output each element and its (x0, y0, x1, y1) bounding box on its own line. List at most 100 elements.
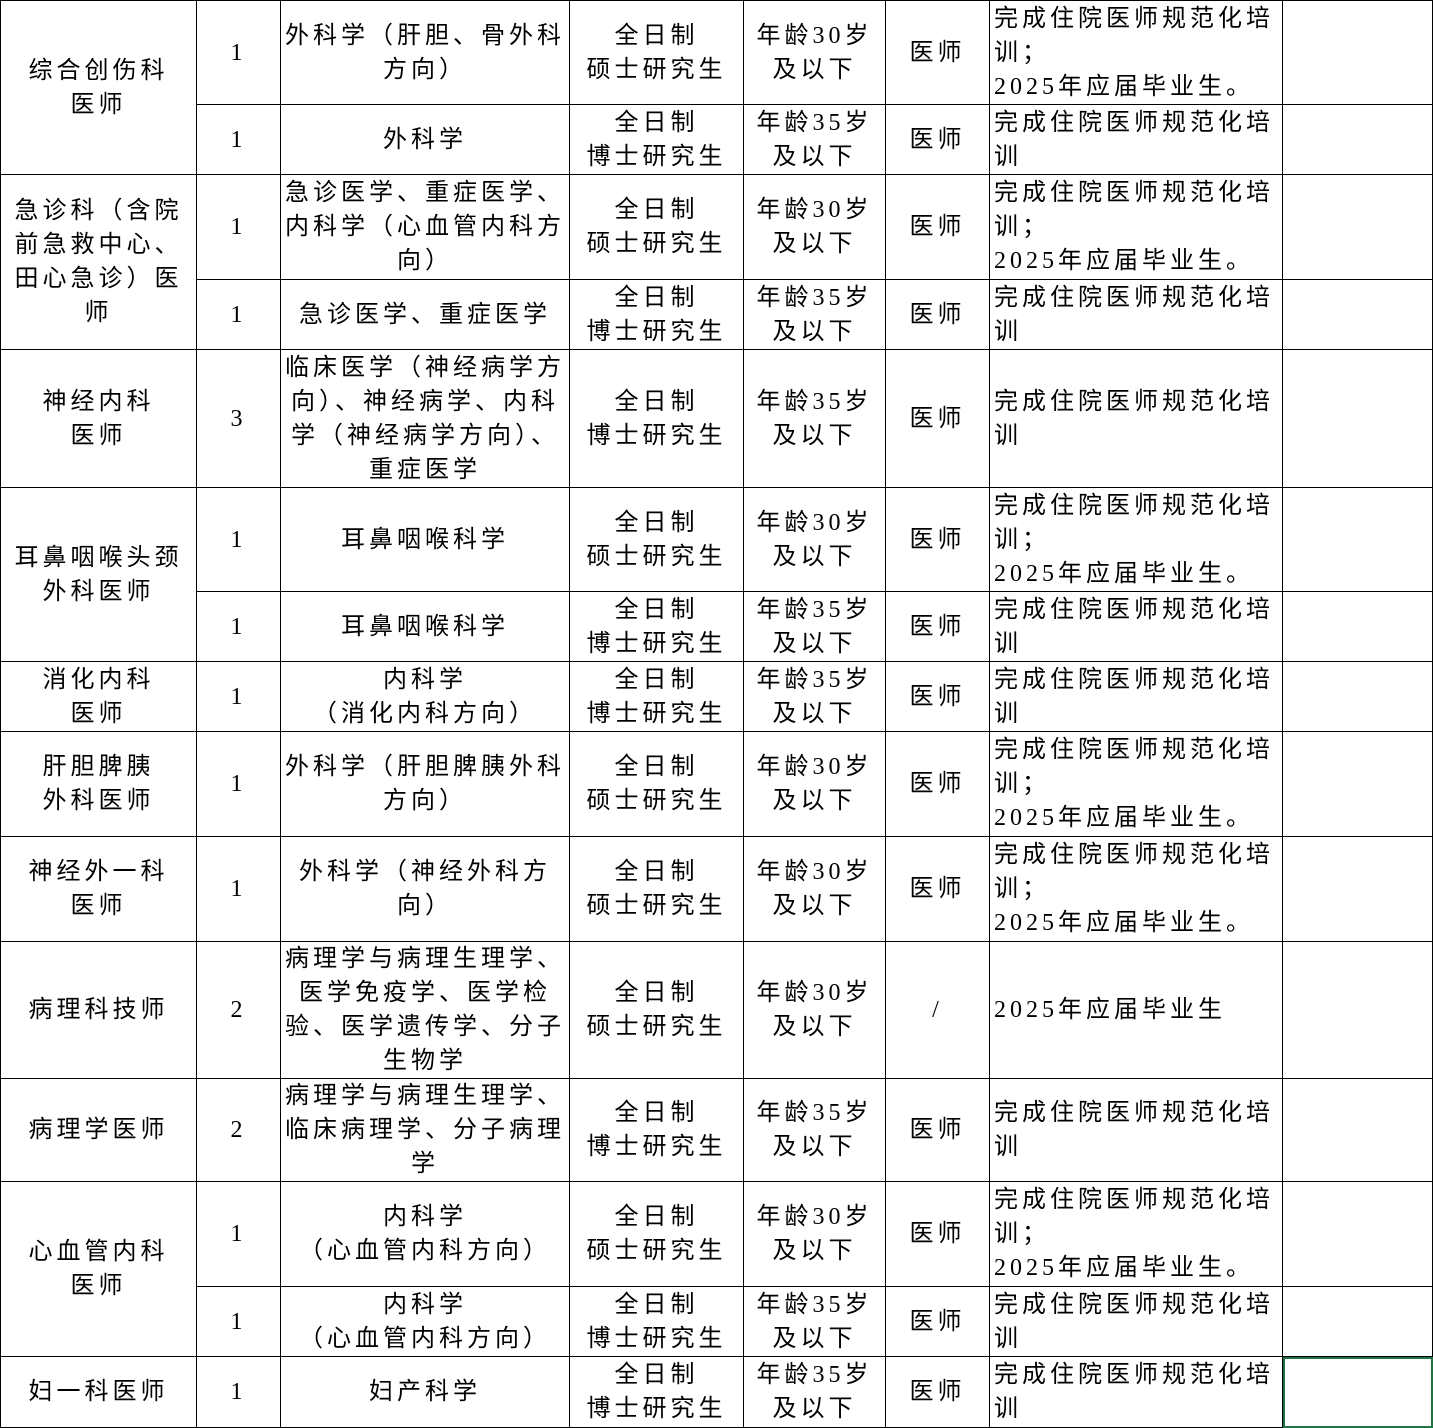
table-row: 消化内科 医师 1 内科学 （消化内科方向） 全日制 博士研究生 年龄35岁 及以下 医师… (0, 661, 1433, 732)
department: 神经内科 医师 (0, 349, 197, 488)
count: 2 (196, 1078, 281, 1182)
major: 病理学与病理生理学、医学免疫学、医学检验、医学遗传学、分子生物学 (280, 941, 570, 1079)
major: 耳鼻咽喉科学 (280, 591, 570, 662)
department: 耳鼻咽喉头颈外科医师 (0, 487, 197, 662)
education: 全日制 博士研究生 (569, 1356, 744, 1428)
count: 1 (196, 1286, 281, 1357)
remark (1282, 0, 1433, 105)
age: 年龄35岁 及以下 (743, 104, 886, 175)
count: 1 (196, 1356, 281, 1428)
table-row: 急诊科（含院前急救中心、田心急诊）医师 1 急诊医学、重症医学、内科学（心血管内科方… (0, 174, 1433, 350)
title: 医师 (885, 1286, 990, 1357)
count: 1 (196, 104, 281, 175)
education: 全日制 硕士研究生 (569, 941, 744, 1079)
age: 年龄30岁 及以下 (743, 0, 886, 105)
count: 1 (196, 174, 281, 280)
major: 急诊医学、重症医学 (280, 279, 570, 350)
department: 神经外一科 医师 (0, 836, 197, 942)
remark (1282, 1078, 1433, 1182)
remark (1282, 1286, 1433, 1357)
department: 综合创伤科 医师 (0, 0, 197, 175)
department: 消化内科 医师 (0, 661, 197, 732)
major: 外科学 (280, 104, 570, 175)
count: 1 (196, 661, 281, 732)
title: 医师 (885, 349, 990, 488)
title: 医师 (885, 661, 990, 732)
requirement: 完成住院医师规范化培训； 2025年应届毕业生。 (989, 836, 1283, 942)
major: 内科学 （消化内科方向） (280, 661, 570, 732)
table-row: 1 内科学 （心血管内科方向） 全日制 博士研究生 年龄35岁 及以下 医师 完成住院医师… (1, 1286, 1433, 1357)
remark (1282, 174, 1433, 280)
major: 内科学 （心血管内科方向） (280, 1181, 570, 1287)
table-row: 妇一科医师 1 妇产科学 全日制 博士研究生 年龄35岁 及以下 医师 完成住院医师规范化培… (0, 1356, 1433, 1428)
requirement: 完成住院医师规范化培训； 2025年应届毕业生。 (989, 487, 1283, 592)
count: 1 (196, 731, 281, 837)
count: 3 (196, 349, 281, 488)
table-row: 综合创伤科 医师 1 外科学（肝胆、骨外科方向） 全日制 硕士研究生 年龄30岁 及以下… (0, 0, 1433, 175)
count: 1 (196, 836, 281, 942)
age: 年龄35岁 及以下 (743, 1356, 886, 1428)
title: 医师 (885, 1356, 990, 1428)
requirement: 完成住院医师规范化培训 (989, 104, 1283, 175)
title: 医师 (885, 1181, 990, 1287)
education: 全日制 博士研究生 (569, 279, 744, 350)
remark (1282, 104, 1433, 175)
table-row: 肝胆脾胰 外科医师 1 外科学（肝胆脾胰外科方向） 全日制 硕士研究生 年龄30岁 及以… (0, 731, 1433, 837)
title: 医师 (885, 279, 990, 350)
remark (1282, 941, 1433, 1079)
count: 1 (196, 1181, 281, 1287)
education: 全日制 硕士研究生 (569, 836, 744, 942)
title: 医师 (885, 487, 990, 592)
education: 全日制 博士研究生 (569, 591, 744, 662)
remark (1282, 731, 1433, 837)
major: 妇产科学 (280, 1356, 570, 1428)
department: 病理科技师 (0, 941, 197, 1079)
table-row: 耳鼻咽喉头颈外科医师 1 耳鼻咽喉科学 全日制 硕士研究生 年龄30岁 及以下 医师 完成住… (0, 487, 1433, 662)
table-row: 神经外一科 医师 1 外科学（神经外科方向） 全日制 硕士研究生 年龄30岁 及以下 医师… (0, 836, 1433, 942)
title: 医师 (885, 1078, 990, 1182)
requirement: 完成住院医师规范化培训； 2025年应届毕业生。 (989, 1181, 1283, 1287)
education: 全日制 硕士研究生 (569, 0, 744, 105)
requirement: 完成住院医师规范化培训 (989, 1356, 1283, 1428)
education: 全日制 博士研究生 (569, 1286, 744, 1357)
requirement: 完成住院医师规范化培训 (989, 591, 1283, 662)
requirement: 完成住院医师规范化培训； 2025年应届毕业生。 (989, 731, 1283, 837)
major: 外科学（肝胆、骨外科方向） (280, 0, 570, 105)
education: 全日制 博士研究生 (569, 349, 744, 488)
table-row: 病理学医师 2 病理学与病理生理学、临床病理学、分子病理学 全日制 博士研究生 年龄35… (0, 1078, 1433, 1182)
count: 1 (196, 591, 281, 662)
age: 年龄30岁 及以下 (743, 731, 886, 837)
title: 医师 (885, 836, 990, 942)
major: 病理学与病理生理学、临床病理学、分子病理学 (280, 1078, 570, 1182)
major: 外科学（神经外科方向） (280, 836, 570, 942)
table-row: 1 急诊医学、重症医学 全日制 博士研究生 年龄35岁 及以下 医师 完成住院医师规范化培… (1, 279, 1433, 350)
requirement: 完成住院医师规范化培训； 2025年应届毕业生。 (989, 174, 1283, 280)
requirement: 完成住院医师规范化培训； 2025年应届毕业生。 (989, 0, 1283, 105)
title: 医师 (885, 104, 990, 175)
department: 病理学医师 (0, 1078, 197, 1182)
education: 全日制 硕士研究生 (569, 1181, 744, 1287)
department: 妇一科医师 (0, 1356, 197, 1428)
remark (1282, 836, 1433, 942)
remark (1282, 279, 1433, 350)
major: 内科学 （心血管内科方向） (280, 1286, 570, 1357)
age: 年龄30岁 及以下 (743, 174, 886, 280)
age: 年龄30岁 及以下 (743, 941, 886, 1079)
education: 全日制 硕士研究生 (569, 487, 744, 592)
age: 年龄30岁 及以下 (743, 1181, 886, 1287)
department: 肝胆脾胰 外科医师 (0, 731, 197, 837)
major: 耳鼻咽喉科学 (280, 487, 570, 592)
requirement: 完成住院医师规范化培训 (989, 661, 1283, 732)
age: 年龄35岁 及以下 (743, 661, 886, 732)
education: 全日制 硕士研究生 (569, 174, 744, 280)
major: 急诊医学、重症医学、内科学（心血管内科方向） (280, 174, 570, 280)
count: 2 (196, 941, 281, 1079)
title: 医师 (885, 731, 990, 837)
title: 医师 (885, 591, 990, 662)
age: 年龄35岁 及以下 (743, 1078, 886, 1182)
age: 年龄30岁 及以下 (743, 487, 886, 592)
department: 急诊科（含院前急救中心、田心急诊）医师 (0, 174, 197, 350)
remark (1282, 1181, 1433, 1287)
title: / (885, 941, 990, 1079)
